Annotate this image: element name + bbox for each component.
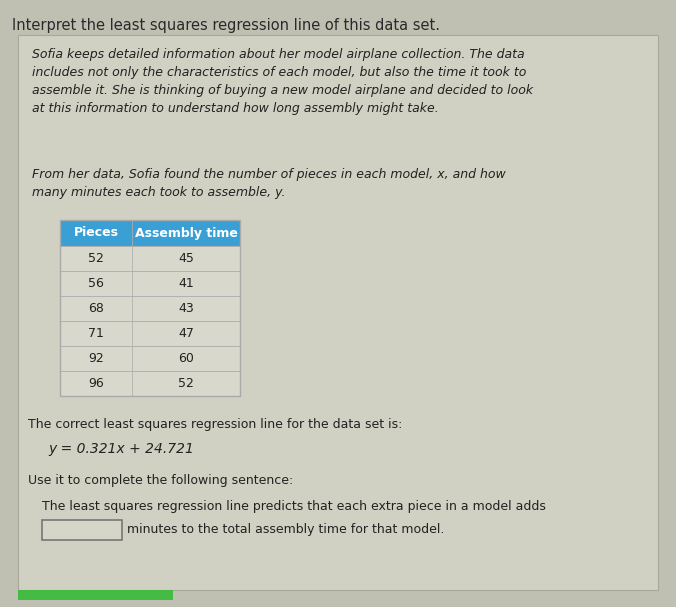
Bar — [18, 590, 173, 600]
Text: Sofia keeps detailed information about her model airplane collection. The data
i: Sofia keeps detailed information about h… — [32, 48, 533, 115]
Bar — [60, 346, 240, 371]
Text: 41: 41 — [178, 277, 194, 290]
Text: 43: 43 — [178, 302, 194, 315]
Text: From her data, Sofia found the number of pieces in each model, x, and how
many m: From her data, Sofia found the number of… — [32, 168, 506, 199]
Text: Use it to complete the following sentence:: Use it to complete the following sentenc… — [28, 474, 293, 487]
Text: y = 0.321x + 24.721: y = 0.321x + 24.721 — [48, 442, 194, 456]
Text: Assembly time: Assembly time — [135, 226, 237, 240]
Text: 71: 71 — [88, 327, 104, 340]
Bar — [60, 371, 240, 396]
Bar — [60, 271, 240, 296]
Bar — [42, 520, 122, 540]
Bar — [60, 220, 240, 396]
Text: 68: 68 — [88, 302, 104, 315]
Text: 56: 56 — [88, 277, 104, 290]
Text: 96: 96 — [88, 377, 104, 390]
Text: Interpret the least squares regression line of this data set.: Interpret the least squares regression l… — [12, 18, 440, 33]
Text: minutes to the total assembly time for that model.: minutes to the total assembly time for t… — [127, 523, 444, 537]
Text: The correct least squares regression line for the data set is:: The correct least squares regression lin… — [28, 418, 402, 431]
Text: 92: 92 — [88, 352, 104, 365]
Text: Pieces: Pieces — [74, 226, 118, 240]
Bar — [60, 246, 240, 271]
Text: 60: 60 — [178, 352, 194, 365]
Text: 52: 52 — [178, 377, 194, 390]
Bar — [60, 220, 240, 246]
Text: 52: 52 — [88, 252, 104, 265]
Text: The least squares regression line predicts that each extra piece in a model adds: The least squares regression line predic… — [42, 500, 546, 513]
Text: 47: 47 — [178, 327, 194, 340]
Bar — [60, 321, 240, 346]
Bar — [60, 296, 240, 321]
Text: 45: 45 — [178, 252, 194, 265]
